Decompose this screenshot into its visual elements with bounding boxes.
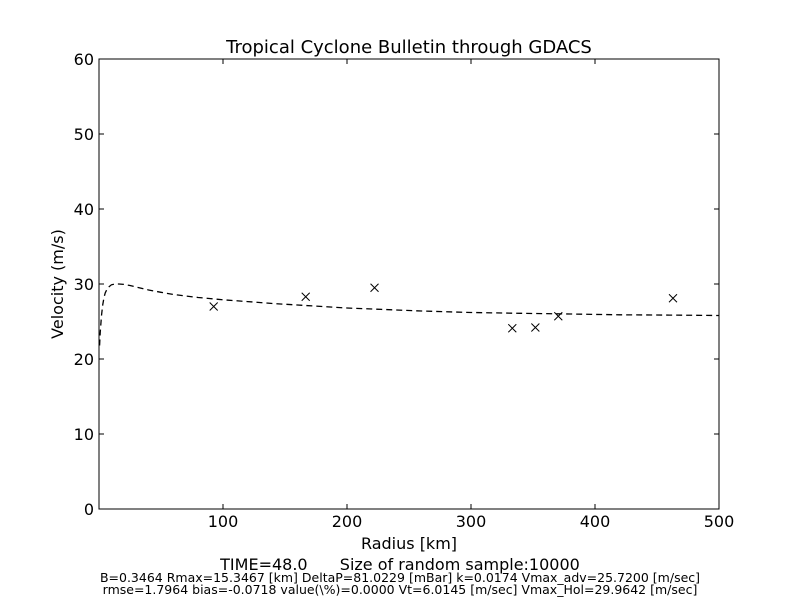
data-point-marker xyxy=(301,292,311,302)
plot-area: 100 200 300 400 500 0 10 20 30 40 50 60 xyxy=(74,50,735,531)
footer-params-line1: B=0.3464 Rmax=15.3467 [km] DeltaP=81.022… xyxy=(99,570,701,585)
y-tick-label: 10 xyxy=(74,425,94,444)
y-axis-label: Velocity (m/s) xyxy=(48,229,67,339)
y-tick-label: 40 xyxy=(74,200,94,219)
x-axis-label: Radius [km] xyxy=(361,534,457,553)
x-tick-label: 200 xyxy=(332,512,363,531)
data-point-marker xyxy=(507,323,517,333)
chart-title: Tropical Cyclone Bulletin through GDACS xyxy=(225,37,592,58)
y-tick-label: 20 xyxy=(74,350,94,369)
data-point-marker xyxy=(531,323,540,332)
footer-time: TIME=48.0 xyxy=(220,555,308,574)
y-tick-label: 60 xyxy=(74,50,94,69)
data-point-marker xyxy=(668,293,678,303)
y-tick-label: 0 xyxy=(84,500,94,519)
y-tick-label: 30 xyxy=(74,275,94,294)
footer-params-line2: rmse=1.7964 bias=-0.0718 value(\%)=0.000… xyxy=(102,582,698,597)
x-tick-label: 100 xyxy=(208,512,239,531)
x-tick-label: 300 xyxy=(456,512,487,531)
plot-frame xyxy=(98,58,720,510)
data-point-marker xyxy=(370,283,379,293)
footer-time-sample: TIME=48.0 Size of random sample:10000 xyxy=(0,555,800,574)
fit-curve-line xyxy=(98,283,720,346)
y-tick-label: 50 xyxy=(74,125,94,144)
x-tick-label: 500 xyxy=(704,512,735,531)
data-point-marker xyxy=(209,302,219,311)
footer-sample-size: Size of random sample:10000 xyxy=(339,555,580,574)
x-tick-label: 400 xyxy=(580,512,611,531)
